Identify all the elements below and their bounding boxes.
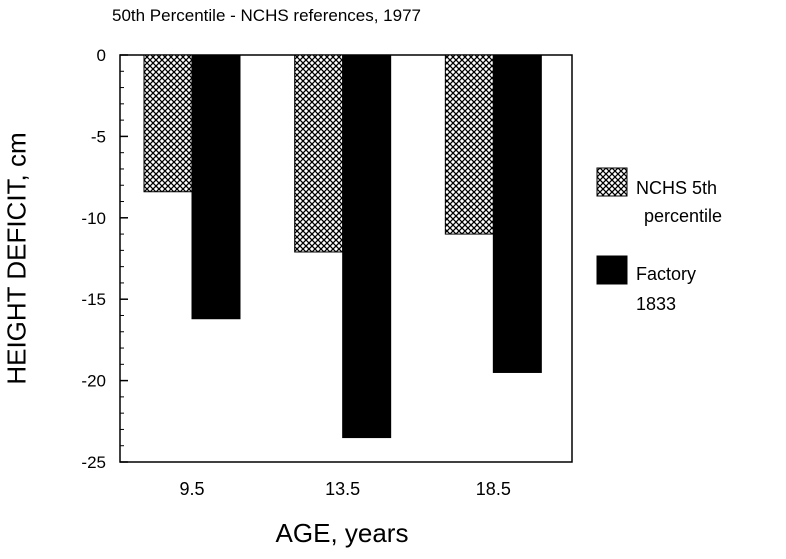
y-tick-label: -5 — [91, 127, 106, 146]
bar-factory-9-5 — [191, 54, 241, 320]
legend-label-factory-line2: 1833 — [636, 294, 677, 314]
bar-nchs-18-5 — [444, 54, 494, 235]
bar-factory-18-5 — [492, 54, 542, 373]
bar-factory-13-5 — [342, 54, 392, 439]
bar-nchs-13-5 — [294, 54, 344, 253]
bar-nchs-9-5 — [143, 54, 193, 193]
legend-label-factory-line1: Factory — [636, 264, 697, 284]
x-axis-label: AGE, years — [275, 518, 409, 548]
legend-label-nchs-line2: percentile — [644, 206, 723, 226]
y-tick-label: -15 — [81, 290, 106, 309]
chart-title: 50th Percentile - NCHS references, 1977 — [112, 6, 421, 25]
x-tick-label: 9.5 — [179, 479, 204, 499]
y-tick-label: -20 — [81, 372, 106, 391]
y-tick-label: -10 — [81, 209, 106, 228]
legend-swatch-factory — [596, 255, 628, 285]
x-tick-label: 18.5 — [476, 479, 511, 499]
x-tick-label: 13.5 — [325, 479, 360, 499]
y-tick-label: -25 — [81, 453, 106, 472]
legend-label-nchs-line1: NCHS 5th — [636, 178, 718, 198]
y-axis-label: HEIGHT DEFICIT, cm — [1, 132, 32, 385]
y-tick-label: 0 — [97, 46, 106, 65]
legend-swatch-nchs — [596, 167, 628, 197]
